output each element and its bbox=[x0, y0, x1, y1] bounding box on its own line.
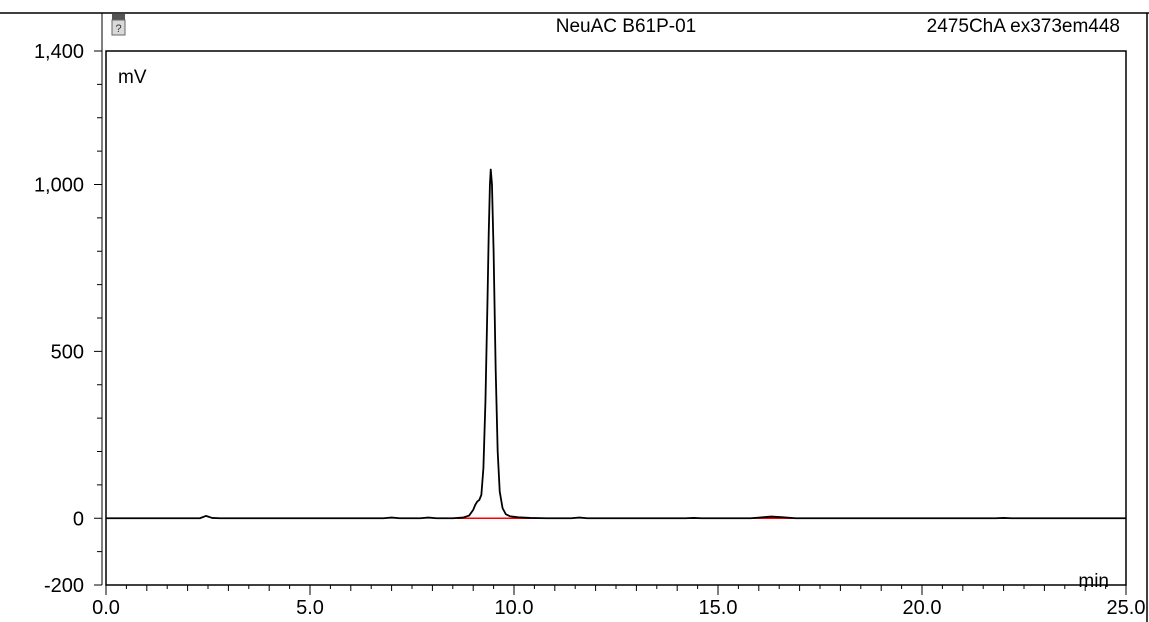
y-axis-ticks: -200 0 500 1,000 1,400 bbox=[34, 41, 102, 597]
x-tick-label: 15.0 bbox=[699, 597, 738, 619]
vial-icon: ? bbox=[111, 14, 126, 36]
y-tick-label: 0 bbox=[73, 508, 84, 530]
x-axis-ticks: 0.0 5.0 10.0 15.0 20.0 25.0 bbox=[92, 585, 1145, 619]
plot-frame bbox=[105, 50, 1127, 586]
x-axis-unit: min bbox=[1078, 571, 1109, 592]
sample-name: NeuAC B61P-01 bbox=[556, 16, 696, 37]
x-tick-label: 10.0 bbox=[495, 597, 534, 619]
y-tick-label: 500 bbox=[51, 341, 84, 363]
x-tick-label: 0.0 bbox=[92, 597, 120, 619]
series-line-0 bbox=[106, 168, 1126, 520]
y-axis-unit: mV bbox=[118, 67, 147, 88]
y-tick-label: 1,000 bbox=[34, 175, 84, 197]
signal-series bbox=[106, 168, 1126, 520]
x-tick-label: 25.0 bbox=[1107, 597, 1146, 619]
axes bbox=[0, 12, 1149, 622]
channel-label: 2475ChA ex373em448 bbox=[927, 16, 1120, 37]
y-tick-label: 1,400 bbox=[34, 41, 84, 63]
svg-text:?: ? bbox=[115, 23, 121, 35]
x-tick-label: 20.0 bbox=[903, 597, 942, 619]
y-tick-label: -200 bbox=[44, 575, 84, 597]
x-tick-label: 5.0 bbox=[296, 597, 324, 619]
